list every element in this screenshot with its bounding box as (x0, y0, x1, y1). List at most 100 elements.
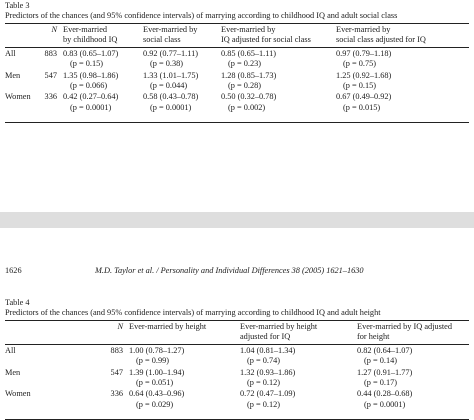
table4-label: Table 4 (5, 298, 30, 307)
table3-header-line: Ever-married by (336, 25, 391, 34)
p-value: (p = 0.051) (136, 378, 174, 388)
p-value: (p = 0.0001) (70, 102, 112, 112)
p-value: (p = 0.15) (343, 81, 377, 91)
table3-header-row: N Ever-married by childhood IQ Ever-marrie… (5, 25, 469, 46)
p-value: (p = 0.14) (364, 356, 398, 366)
table3-header-4: Ever-married by IQ adjusted for social cl… (221, 25, 336, 46)
estimate-cell: 0.64 (0.43–0.96) (p = 0.029) (129, 388, 240, 410)
odds-ratio-ci: 1.28 (0.85–1.73) (221, 70, 277, 80)
table4-top-rule (5, 320, 469, 321)
table3-header-rule (5, 47, 469, 48)
row-n-value: 547 (44, 70, 57, 80)
p-value: (p = 0.029) (136, 399, 174, 409)
estimate-cell: 1.32 (0.93–1.86) (p = 0.12) (240, 367, 357, 389)
table4-header-1: N (41, 322, 129, 343)
table3-header-0 (5, 25, 35, 46)
table4-header-3: Ever-married by height adjusted for IQ (240, 322, 357, 343)
row-n-value: 336 (110, 389, 123, 399)
row-n-value: 547 (110, 367, 123, 377)
estimate-cell: 0.50 (0.32–0.78) (p = 0.002) (221, 91, 336, 113)
table3-header-line: N (51, 25, 57, 34)
row-group-label: All (5, 345, 16, 355)
table4-header-2: Ever-married by height (129, 322, 240, 343)
estimate-cell: 1.27 (0.91–1.77) (p = 0.17) (357, 367, 469, 389)
journal-page-lower: 1626 M.D. Taylor et al. / Personality an… (0, 228, 474, 420)
estimate-cell: 0.44 (0.28–0.68) (p = 0.0001) (357, 388, 469, 410)
table3-header-line: social class adjusted for IQ (336, 35, 426, 45)
row-n-value: 336 (44, 92, 57, 102)
p-value: (p = 0.38) (150, 59, 184, 69)
row-n-value: 883 (44, 48, 57, 58)
estimate-cell: 0.83 (0.65–1.07) (p = 0.15) (63, 46, 143, 70)
estimate-cell: 0.82 (0.64–1.07) (p = 0.14) (357, 343, 469, 367)
estimate-cell: 1.28 (0.85–1.73) (p = 0.28) (221, 70, 336, 92)
table3-header-2: Ever-married by childhood IQ (63, 25, 143, 46)
table3-header-line: by childhood IQ (63, 35, 118, 45)
p-value: (p = 0.17) (364, 378, 398, 388)
estimate-cell: 0.42 (0.27–0.64) (p = 0.0001) (63, 91, 143, 113)
estimate-cell: 0.67 (0.49–0.92) (p = 0.015) (336, 91, 469, 113)
page-number: 1626 (5, 266, 22, 275)
table3-header-line: Ever-married by (221, 25, 276, 34)
journal-citation: M.D. Taylor et al. / Personality and Ind… (95, 266, 364, 275)
odds-ratio-ci: 0.92 (0.77–1.11) (143, 48, 198, 58)
table4-title: Predictors of the chances (and 95% confi… (5, 308, 381, 317)
estimate-cell: 1.39 (1.00–1.94) (p = 0.051) (129, 367, 240, 389)
table3-bottom-rule (5, 122, 469, 123)
estimate-cell: 1.00 (0.78–1.27) (p = 0.99) (129, 343, 240, 367)
p-value: (p = 0.015) (343, 102, 381, 112)
row-group-label: Men (5, 70, 21, 80)
odds-ratio-ci: 0.67 (0.49–0.92) (336, 92, 392, 102)
odds-ratio-ci: 0.42 (0.27–0.64) (63, 92, 119, 102)
table-row: Women 336 0.64 (0.43–0.96) (p = 0.029) 0.72 … (5, 388, 469, 410)
table4-header-4: Ever-married by IQ adjusted for height (357, 322, 469, 343)
table-row: All 883 0.83 (0.65–1.07) (p = 0.15) 0.92 (0.… (5, 46, 469, 70)
estimate-cell: 0.92 (0.77–1.11) (p = 0.38) (143, 46, 221, 70)
table4-header-row: N Ever-married by height Ever-married by… (5, 322, 469, 343)
table4-header-line: Ever-married by IQ adjusted (357, 322, 452, 331)
table3-header-5: Ever-married by social class adjusted for… (336, 25, 469, 46)
row-group-label: Women (5, 92, 31, 102)
journal-page-upper: Table 3 Predictors of the chances (and 9… (5, 1, 469, 123)
estimate-cell: 0.58 (0.43–0.78) (p = 0.0001) (143, 91, 221, 113)
table3-title: Predictors of the chances (and 95% confi… (5, 11, 398, 20)
table4: N Ever-married by height Ever-married by… (5, 322, 469, 410)
table3-header-line: Ever-married by (143, 25, 198, 34)
odds-ratio-ci: 0.50 (0.32–0.78) (221, 92, 277, 102)
estimate-cell: 0.85 (0.65–1.11) (p = 0.23) (221, 46, 336, 70)
p-value: (p = 0.12) (247, 399, 281, 409)
table4-header-line: Ever-married by height (129, 322, 207, 331)
row-group-label: Men (5, 367, 21, 377)
p-value: (p = 0.12) (247, 378, 281, 388)
row-group-label: All (5, 48, 16, 58)
table3-header-1: N (35, 25, 63, 46)
odds-ratio-ci: 0.58 (0.43–0.78) (143, 92, 199, 102)
table4-header-line: N (117, 322, 123, 331)
table-row: All 883 1.00 (0.78–1.27) (p = 0.99) 1.04 (0.… (5, 343, 469, 367)
p-value: (p = 0.0001) (150, 102, 192, 112)
odds-ratio-ci: 1.39 (1.00–1.94) (129, 367, 185, 377)
p-value: (p = 0.002) (228, 102, 266, 112)
odds-ratio-ci: 1.04 (0.81–1.34) (240, 345, 296, 355)
table3: N Ever-married by childhood IQ Ever-marrie… (5, 25, 469, 113)
table3-label: Table 3 (5, 1, 30, 10)
page-break (0, 212, 474, 228)
odds-ratio-ci: 1.32 (0.93–1.86) (240, 367, 296, 377)
table3-top-rule (5, 23, 469, 24)
p-value: (p = 0.28) (228, 81, 262, 91)
odds-ratio-ci: 1.00 (0.78–1.27) (129, 345, 185, 355)
table-row: Men 547 1.35 (0.98–1.86) (p = 0.066) 1.33 (1… (5, 70, 469, 92)
estimate-cell: 1.33 (1.01–1.75) (p = 0.044) (143, 70, 221, 92)
odds-ratio-ci: 0.97 (0.79–1.18) (336, 48, 392, 58)
table4-header-line: adjusted for IQ (240, 332, 291, 342)
estimate-cell: 1.25 (0.92–1.68) (p = 0.15) (336, 70, 469, 92)
odds-ratio-ci: 0.85 (0.65–1.11) (221, 48, 276, 58)
odds-ratio-ci: 1.33 (1.01–1.75) (143, 70, 199, 80)
estimate-cell: 0.72 (0.47–1.09) (p = 0.12) (240, 388, 357, 410)
table4-header-line: for height (357, 332, 390, 342)
odds-ratio-ci: 1.35 (0.98–1.86) (63, 70, 119, 80)
table4-header-rule (5, 344, 469, 345)
p-value: (p = 0.75) (343, 59, 377, 69)
table3-header-3: Ever-married by social class (143, 25, 221, 46)
odds-ratio-ci: 1.25 (0.92–1.68) (336, 70, 392, 80)
